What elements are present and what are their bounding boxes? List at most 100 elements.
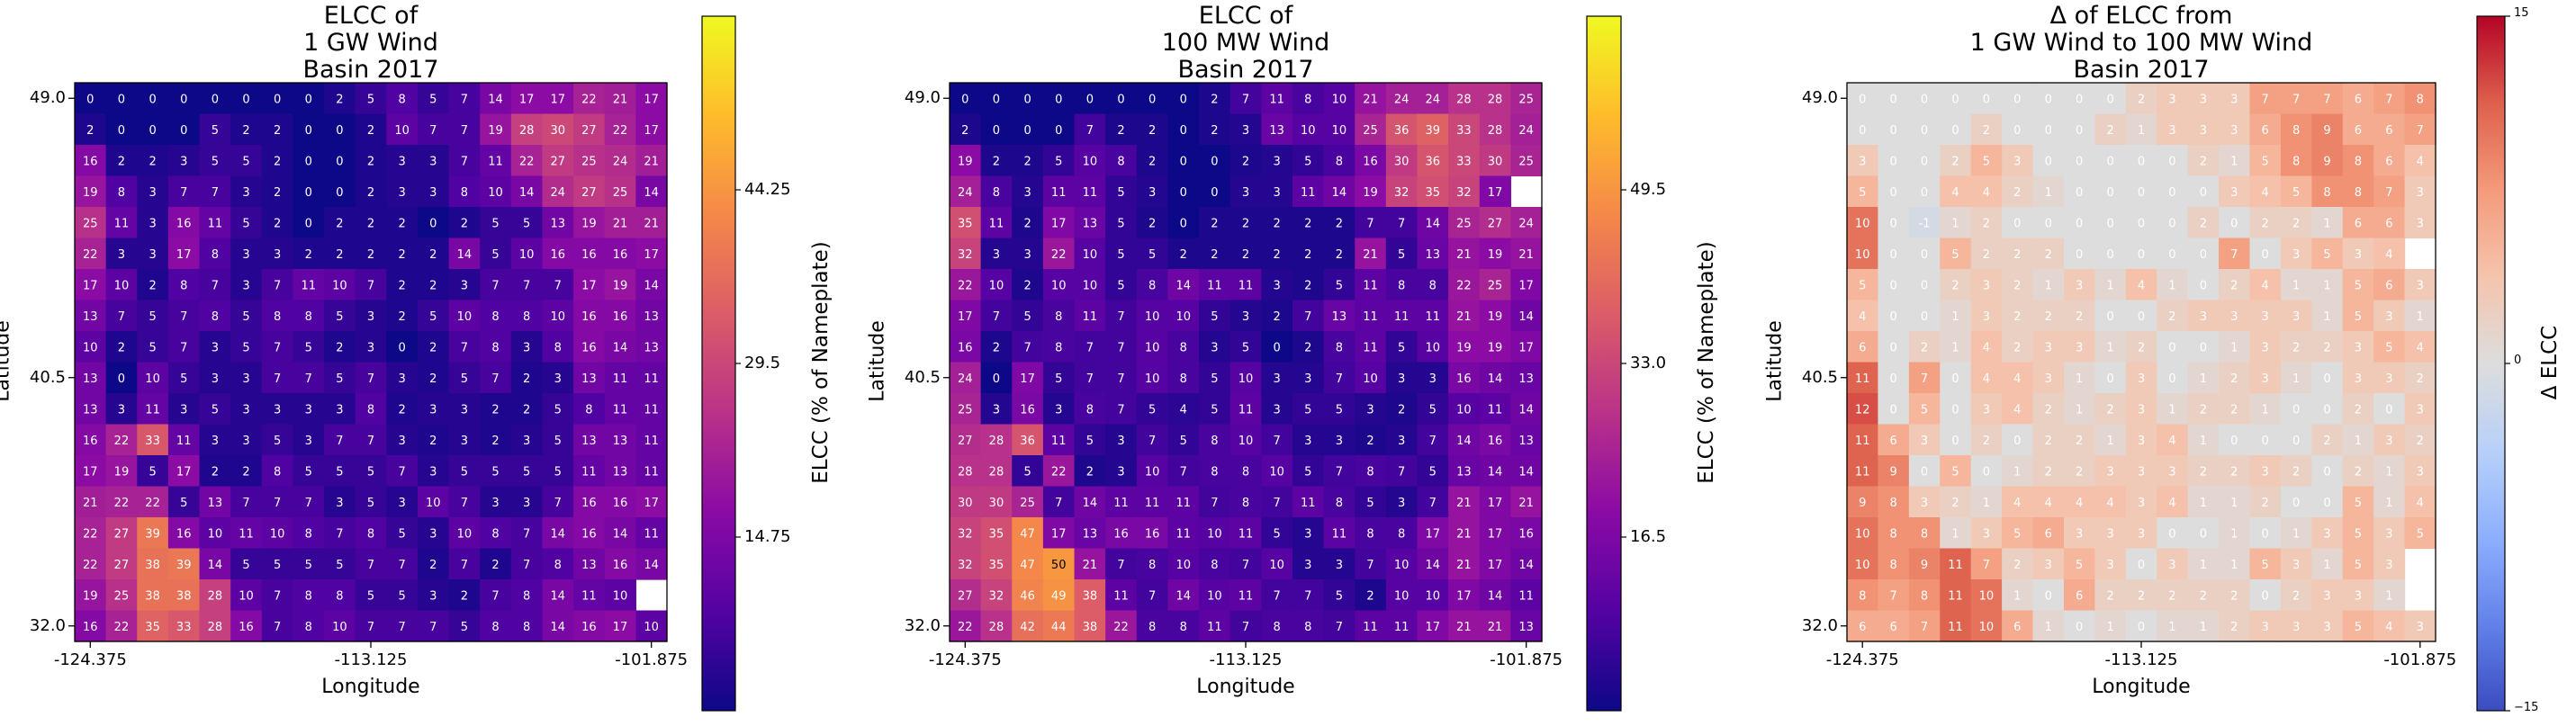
heatmap-2: 0 0 0 0 0 0 0 0 2 7 11 8 10 21 24 24 28 28 252 0 0 0 7 2 2 0 2 3 13 1… [943,82,1543,648]
heatmap-cell [2342,455,2374,488]
cell-value-label: 0 [2138,621,2145,634]
heatmap-cell [2032,300,2065,332]
heatmap-cell [2373,362,2406,394]
heatmap-cell [1417,83,1449,115]
heatmap-cell [635,362,668,394]
cell-value-label: 1 [2230,559,2238,572]
cell-value-label: 3 [118,248,125,262]
cell-value-label: 13 [613,465,628,479]
heatmap-cell [2063,145,2095,177]
heatmap-cell [1417,362,1449,394]
heatmap-cell [75,238,107,270]
heatmap-cell [1136,300,1169,332]
cell-value-label: 0 [1889,372,1896,386]
cell-value-label: 11 [1238,403,1254,417]
x-tick-label: -113.125 [2104,650,2178,669]
cell-value-label: 11 [1175,497,1191,510]
heatmap-cell [2157,424,2189,456]
cell-value-label: 5 [1211,372,1218,386]
heatmap-cell [1385,548,1419,580]
cell-value-label: 4 [2262,186,2269,200]
heatmap-cell [167,175,201,208]
heatmap-cell [1292,548,1325,580]
cell-value-label: 32 [958,248,973,262]
heatmap-cell [2404,207,2436,239]
heatmap-cell [1292,113,1325,146]
heatmap-cell [1355,113,1387,146]
cell-value-label: 11 [581,589,597,603]
heatmap-cell [2157,238,2189,270]
heatmap-cell [1136,362,1169,394]
cell-value-label: 3 [2045,372,2052,386]
heatmap-cell [1355,393,1387,426]
cell-value-label: 3 [274,403,281,417]
heatmap-cell [1167,175,1200,208]
cell-value-label: 0 [336,186,343,200]
cell-value-label: 3 [2262,372,2269,386]
cell-value-label: 4 [2013,372,2021,386]
cell-value-label: 11 [1207,621,1222,634]
cell-value-label: 0 [1889,217,1896,230]
cell-value-label: 22 [114,621,130,634]
cell-value-label: 4 [1983,186,1990,200]
heatmap-cell [542,175,574,208]
heatmap-cell [635,113,668,146]
heatmap-cell [980,207,1013,239]
cell-value-label: 2 [1951,279,1959,292]
y-tick-label: 49.0 [904,88,941,108]
heatmap-cell [2342,238,2374,270]
cell-value-label: 2 [1148,124,1156,138]
heatmap-cell [2094,393,2127,426]
cell-value-label: 0 [1921,93,1928,106]
heatmap-cell [1355,610,1387,642]
cell-value-label: 7 [367,621,374,634]
colorbar-label: ELCC (% of Nameplate) [809,241,833,484]
cell-value-label: 8 [1429,279,1437,292]
heatmap-cell [417,83,450,115]
cell-value-label: 2 [118,155,125,168]
cell-value-label: 17 [551,93,566,106]
heatmap-cell [2249,579,2282,612]
cell-value-label: 8 [2355,186,2362,200]
cell-value-label: 7 [1117,341,1124,354]
heatmap-cell [2032,207,2065,239]
cell-value-label: 25 [1456,217,1472,230]
heatmap-cell [2404,486,2436,518]
heatmap-cell [2280,362,2312,394]
cell-value-label: 22 [1051,248,1067,262]
cell-value-label: 3 [242,403,249,417]
heatmap-cell [1012,579,1044,612]
cell-value-label: 0 [2323,465,2330,479]
heatmap-cell [1199,548,1231,580]
cell-value-label: 3 [2292,559,2300,572]
cell-value-label: 0 [149,93,156,106]
heatmap-cell [293,579,325,612]
cell-value-label: 6 [2045,527,2052,541]
cell-value-label: 2 [2355,465,2362,479]
heatmap-cell [1012,175,1044,208]
heatmap-cell [1510,455,1543,488]
cell-value-label: 2 [1304,279,1311,292]
heatmap-cell [1510,113,1543,146]
cell-value-label: 8 [1055,341,1062,354]
heatmap-cell [1042,238,1076,270]
heatmap-cell [950,517,982,550]
heatmap-cell [2187,517,2220,550]
heatmap-cell [75,145,107,177]
heatmap-cell [199,610,231,642]
cell-value-label: 10 [1238,372,1254,386]
heatmap-cell [542,486,574,518]
heatmap-cell [293,610,325,642]
heatmap-cell [2032,331,2065,363]
heatmap-cell [293,548,325,580]
heatmap-cell [199,207,231,239]
cell-value-label: 36 [1020,435,1035,448]
cell-value-label: 47 [1020,527,1035,541]
heatmap-cell [1199,486,1231,518]
heatmap-cell [1878,175,1910,208]
heatmap-cell [2249,517,2282,550]
heatmap-cell [1199,610,1231,642]
cell-value-label: 8 [305,310,312,324]
heatmap-cell [980,362,1013,394]
heatmap-cell [2157,300,2189,332]
